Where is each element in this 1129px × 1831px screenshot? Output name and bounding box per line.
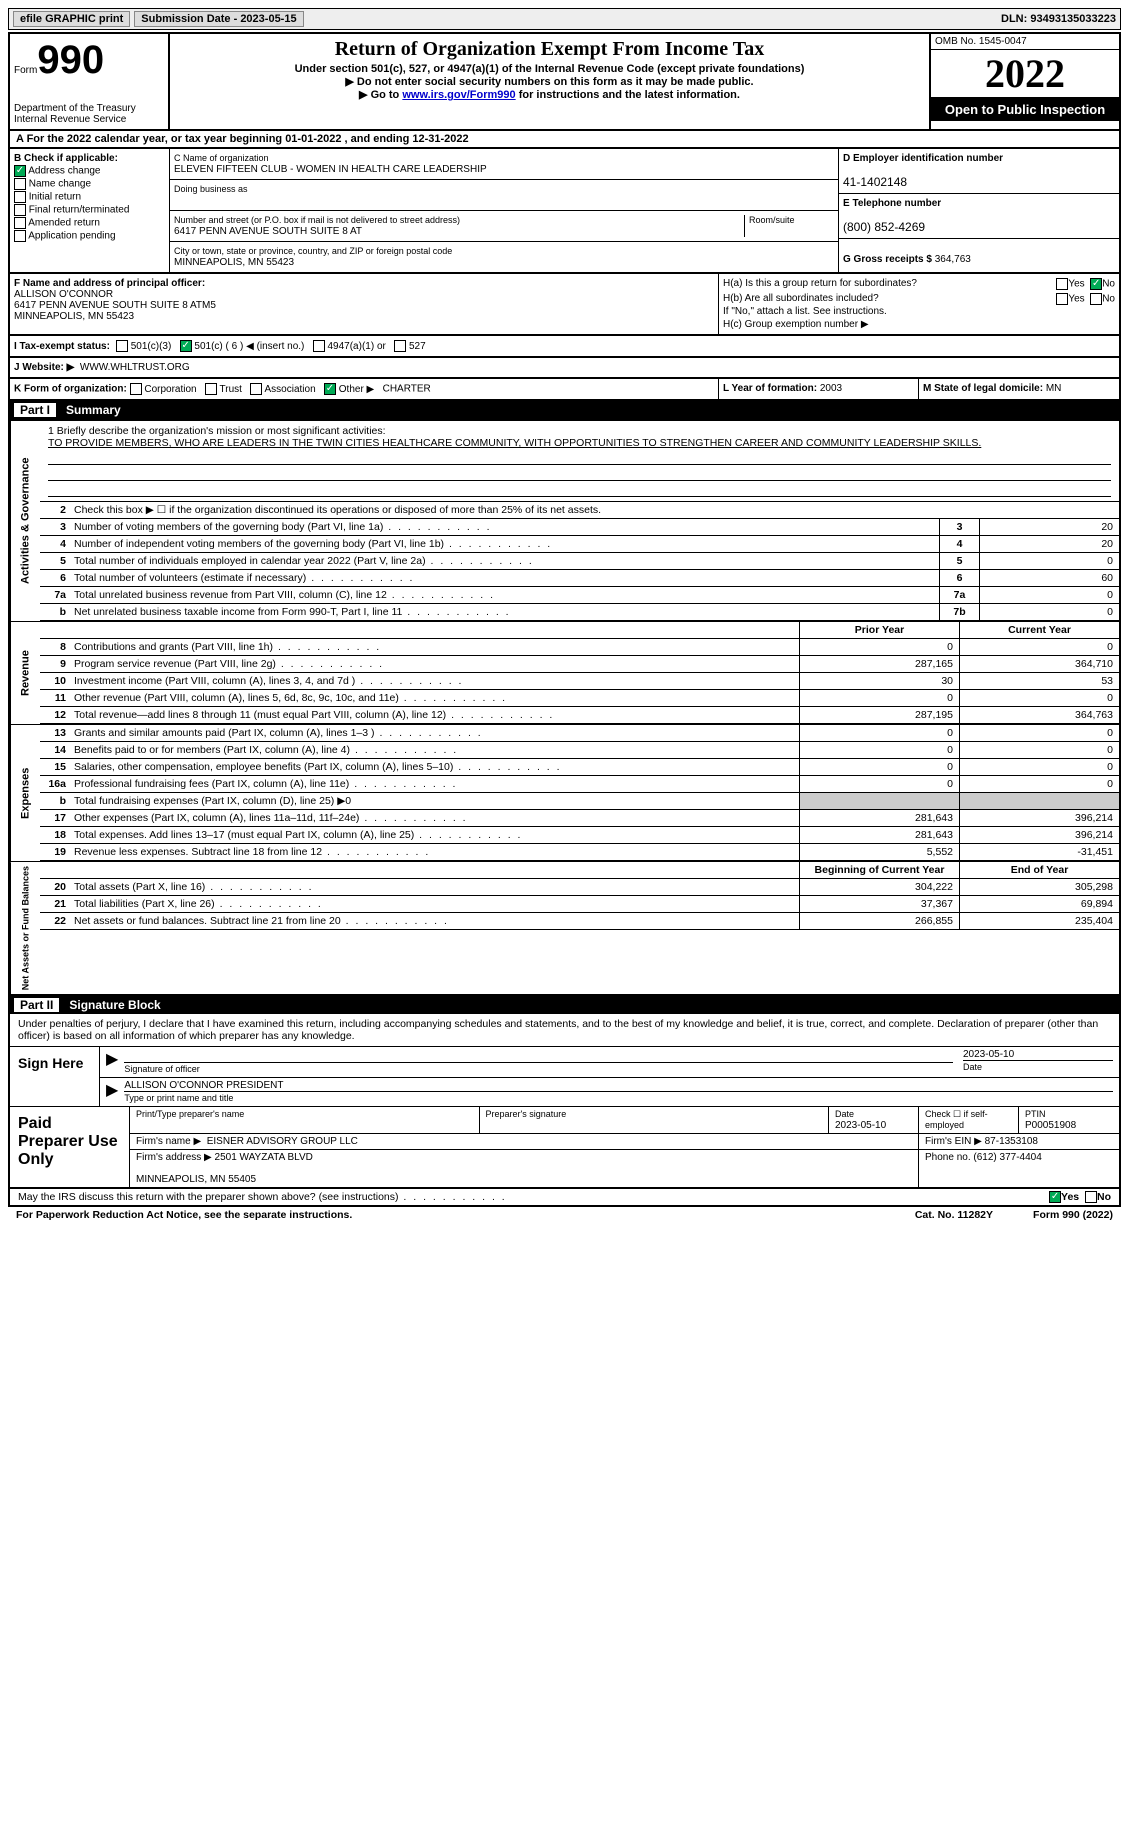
side-expenses: Expenses (10, 725, 40, 861)
checkbox-initial-return[interactable]: Initial return (14, 191, 165, 203)
efile-button[interactable]: efile GRAPHIC print (13, 11, 130, 27)
mission-text: TO PROVIDE MEMBERS, WHO ARE LEADERS IN T… (48, 437, 981, 449)
checkbox-final-return-terminated[interactable]: Final return/terminated (14, 204, 165, 216)
klm-row: K Form of organization: Corporation Trus… (8, 379, 1121, 401)
checkbox-amended-return[interactable]: Amended return (14, 217, 165, 229)
submission-date: Submission Date - 2023-05-15 (134, 11, 303, 27)
irs-link[interactable]: www.irs.gov/Form990 (402, 89, 515, 101)
calendar-year-row: A For the 2022 calendar year, or tax yea… (8, 131, 1121, 149)
website: WWW.WHLTRUST.ORG (80, 362, 190, 373)
discuss-row: May the IRS discuss this return with the… (8, 1189, 1121, 1207)
part-ii-header: Part II Signature Block (8, 996, 1121, 1014)
mission-block: 1 Briefly describe the organization's mi… (40, 421, 1119, 502)
topbar: efile GRAPHIC print Submission Date - 20… (8, 8, 1121, 30)
summary-table: Activities & Governance 1 Briefly descri… (8, 419, 1121, 996)
open-inspection: Open to Public Inspection (931, 98, 1119, 121)
gross-receipts: 364,763 (935, 254, 971, 265)
firm-ein: 87-1353108 (985, 1136, 1038, 1147)
city-state-zip: MINNEAPOLIS, MN 55423 (174, 257, 294, 268)
fh-row: F Name and address of principal officer:… (8, 274, 1121, 336)
officer-sig-name: ALLISON O'CONNOR PRESIDENT (124, 1080, 1113, 1092)
side-revenue: Revenue (10, 622, 40, 724)
col-b: B Check if applicable: ✓ Address change … (10, 149, 170, 272)
bcd-row: B Check if applicable: ✓ Address change … (8, 149, 1121, 274)
checkbox-application-pending[interactable]: Application pending (14, 230, 165, 242)
website-row: J Website: ▶ WWW.WHLTRUST.ORG (8, 358, 1121, 379)
ptin: P00051908 (1025, 1120, 1076, 1131)
form-number: 990 (37, 38, 104, 82)
form-title: Return of Organization Exempt From Incom… (176, 38, 923, 61)
signature-block: Under penalties of perjury, I declare th… (8, 1014, 1121, 1189)
subtitle-2: ▶ Do not enter social security numbers o… (176, 75, 923, 88)
year-formation: 2003 (820, 383, 842, 394)
org-form-other: CHARTER (383, 384, 431, 395)
subtitle-1: Under section 501(c), 527, or 4947(a)(1)… (176, 63, 923, 75)
telephone: (800) 852-4269 (843, 220, 925, 234)
street-address: 6417 PENN AVENUE SOUTH SUITE 8 AT (174, 226, 362, 237)
officer-addr: 6417 PENN AVENUE SOUTH SUITE 8 ATM5 MINN… (14, 300, 216, 322)
state-domicile: MN (1046, 383, 1062, 394)
page-footer: For Paperwork Reduction Act Notice, see … (8, 1207, 1121, 1223)
omb-number: OMB No. 1545-0047 (931, 34, 1119, 50)
dln: DLN: 93493135033223 (1001, 13, 1116, 25)
subtitle-3: ▶ Go to www.irs.gov/Form990 for instruct… (176, 88, 923, 101)
tax-year: 2022 (931, 50, 1119, 98)
officer-name: ALLISON O'CONNOR (14, 289, 113, 300)
col-c: C Name of organization ELEVEN FIFTEEN CL… (170, 149, 839, 272)
side-governance: Activities & Governance (10, 421, 40, 621)
form-header: Form990 Department of the Treasury Inter… (8, 32, 1121, 131)
checkbox-name-change[interactable]: Name change (14, 178, 165, 190)
ein: 41-1402148 (843, 175, 907, 189)
dept-treasury: Department of the Treasury Internal Reve… (14, 103, 164, 125)
side-netassets: Net Assets or Fund Balances (10, 862, 40, 994)
checkbox-address-change[interactable]: ✓ Address change (14, 165, 165, 177)
org-name: ELEVEN FIFTEEN CLUB - WOMEN IN HEALTH CA… (174, 164, 487, 175)
form-label: Form (14, 65, 37, 76)
col-d: D Employer identification number41-14021… (839, 149, 1119, 272)
tax-exempt-status: I Tax-exempt status: 501(c)(3) ✓ 501(c) … (8, 336, 1121, 358)
firm-phone: (612) 377-4404 (973, 1152, 1041, 1163)
firm-name: EISNER ADVISORY GROUP LLC (207, 1136, 358, 1147)
part-i-header: Part I Summary (8, 401, 1121, 419)
